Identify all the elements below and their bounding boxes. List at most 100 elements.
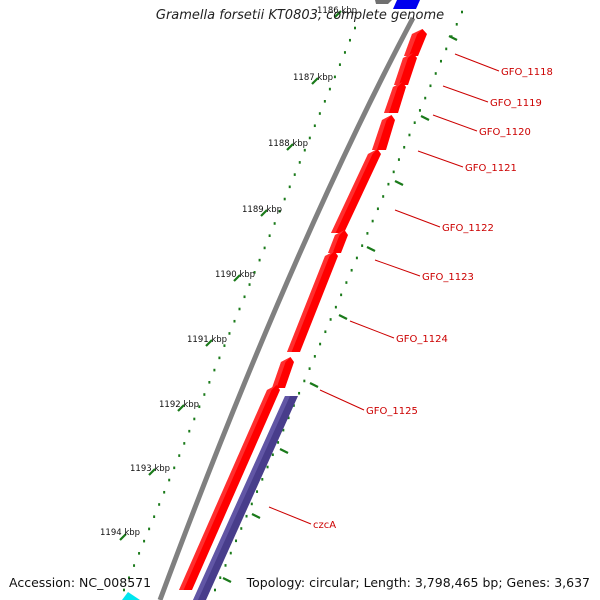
ruler-label-1187: 1187 kbp (293, 73, 333, 83)
inner-tick-dot (345, 281, 348, 284)
genome-backbone (157, 16, 416, 600)
outer-tick-dot (303, 148, 306, 152)
gene-labels: GFO_1118 GFO_1119 GFO_1120 GFO_1121 GFO_… (313, 67, 553, 531)
inner-major-tick (394, 180, 404, 186)
gene-label-GFO_1124[interactable]: GFO_1124 (396, 334, 448, 345)
ruler-label-1186: 1186 kbp (317, 6, 357, 16)
outer-tick-dot (198, 405, 201, 409)
inner-tick-dot (229, 551, 232, 555)
inner-tick-dot (313, 355, 316, 358)
outer-tick-dot (313, 124, 316, 128)
inner-tick-dot (376, 207, 379, 211)
gene-label-GFO_1125[interactable]: GFO_1125 (366, 406, 418, 417)
ruler-major-tick (334, 10, 342, 18)
ruler-major-tick (205, 339, 213, 347)
inner-tick-dot (282, 428, 285, 432)
gene-label-GFO_1119[interactable]: GFO_1119 (490, 98, 542, 109)
outer-tick-dot (158, 503, 161, 506)
ruler-labels: 1186 kbp 1187 kbp 1188 kbp 1189 kbp 1190… (100, 6, 357, 538)
inner-tick-dot (371, 219, 374, 223)
outer-tick-dot (208, 381, 211, 384)
gene-arrow-GFO_1122[interactable] (331, 149, 381, 233)
bottom-cyan-feature[interactable] (122, 592, 140, 600)
outer-tick-dot (323, 100, 326, 103)
top-blue-feature[interactable] (393, 0, 420, 9)
outer-tick-dot (248, 283, 251, 286)
outer-tick-dot (298, 161, 301, 164)
inner-major-tick (366, 246, 376, 252)
outer-tick-dot (153, 515, 156, 518)
outer-tick-dot (308, 136, 311, 140)
inner-tick-dot (434, 72, 437, 75)
gene-label-GFO_1120[interactable]: GFO_1120 (479, 127, 531, 138)
outer-tick-dot (278, 209, 281, 213)
gene-arrow-GFO_1120[interactable] (384, 82, 406, 113)
outer-tick-dot (338, 63, 341, 66)
outer-tick-dot (258, 258, 261, 262)
leader-GFO_1124 (349, 320, 395, 339)
outer-tick-dot (283, 197, 286, 201)
inner-tick-dot (214, 588, 216, 592)
gene-label-GFO_1122[interactable]: GFO_1122 (442, 223, 494, 234)
outer-tick-dot (193, 417, 196, 421)
inner-tick-dot (382, 195, 385, 198)
inner-major-tick (448, 35, 458, 41)
leader-czcA (268, 506, 312, 525)
outer-tick-dot (253, 271, 256, 274)
inner-tick-dot (424, 96, 427, 100)
outer-tick-dot (188, 429, 191, 433)
gene-arrow-GFO_1119[interactable] (394, 53, 417, 85)
ruler-major-tick (260, 209, 268, 217)
inner-tick-dot (340, 293, 343, 297)
inner-tick-dot (224, 564, 227, 567)
inner-major-tick (338, 314, 348, 320)
leader-GFO_1121 (417, 150, 464, 168)
top-gray-feature[interactable] (375, 0, 392, 4)
gene-arrow-GFO_1118[interactable] (404, 29, 427, 56)
gene-label-czcA[interactable]: czcA (313, 520, 336, 531)
outer-tick-dot (203, 393, 206, 396)
inner-tick-dot (450, 35, 453, 38)
gene-arrow-GFO_1125[interactable] (272, 357, 294, 388)
outer-tick-dot (354, 26, 356, 30)
leader-GFO_1123 (374, 259, 421, 277)
top-partial-features (375, 0, 420, 9)
accession-text: Accession: NC_008571 (9, 575, 152, 590)
leader-GFO_1120 (432, 114, 478, 132)
inner-tick-dot (250, 502, 253, 506)
gene-label-GFO_1118[interactable]: GFO_1118 (501, 67, 553, 78)
inner-tick-dot (329, 318, 332, 321)
gene-label-GFO_1123[interactable]: GFO_1123 (422, 272, 474, 283)
ruler-label-1189: 1189 kbp (242, 205, 282, 215)
outer-tick-dots (123, 26, 356, 592)
ruler-label-1188: 1188 kbp (268, 139, 308, 149)
outer-tick-dot (133, 564, 136, 567)
outer-tick-dot (263, 246, 266, 250)
outer-tick-dot (143, 539, 146, 543)
outer-tick-dot (348, 38, 351, 42)
ruler-label-1191: 1191 kbp (187, 335, 227, 345)
gene-arrow-GFO_1121[interactable] (372, 115, 395, 150)
inner-tick-dot (361, 244, 364, 247)
czcA-gene-bar[interactable] (193, 396, 298, 600)
ruler-major-tick (233, 274, 241, 282)
gene-arrow-czcA[interactable] (179, 385, 280, 590)
ruler-major-tick (177, 404, 185, 412)
ruler-label-1192: 1192 kbp (159, 400, 199, 410)
gene-arrow-GFO_1123[interactable] (328, 230, 348, 253)
inner-tick-dot (397, 158, 400, 161)
inner-tick-dot (413, 121, 416, 124)
inner-tick-dot (266, 465, 269, 469)
outer-tick-dot (173, 466, 176, 470)
inner-tick-dot (418, 109, 421, 112)
gene-arrow-GFO_1124[interactable] (287, 251, 338, 352)
outer-tick-dot (223, 344, 226, 347)
outer-tick-dot (288, 185, 291, 189)
inner-major-tick (309, 382, 319, 388)
gene-label-GFO_1121[interactable]: GFO_1121 (465, 163, 517, 174)
leader-GFO_1118 (454, 53, 500, 72)
inner-tick-dot (429, 84, 432, 88)
inner-tick-dot (439, 59, 442, 63)
